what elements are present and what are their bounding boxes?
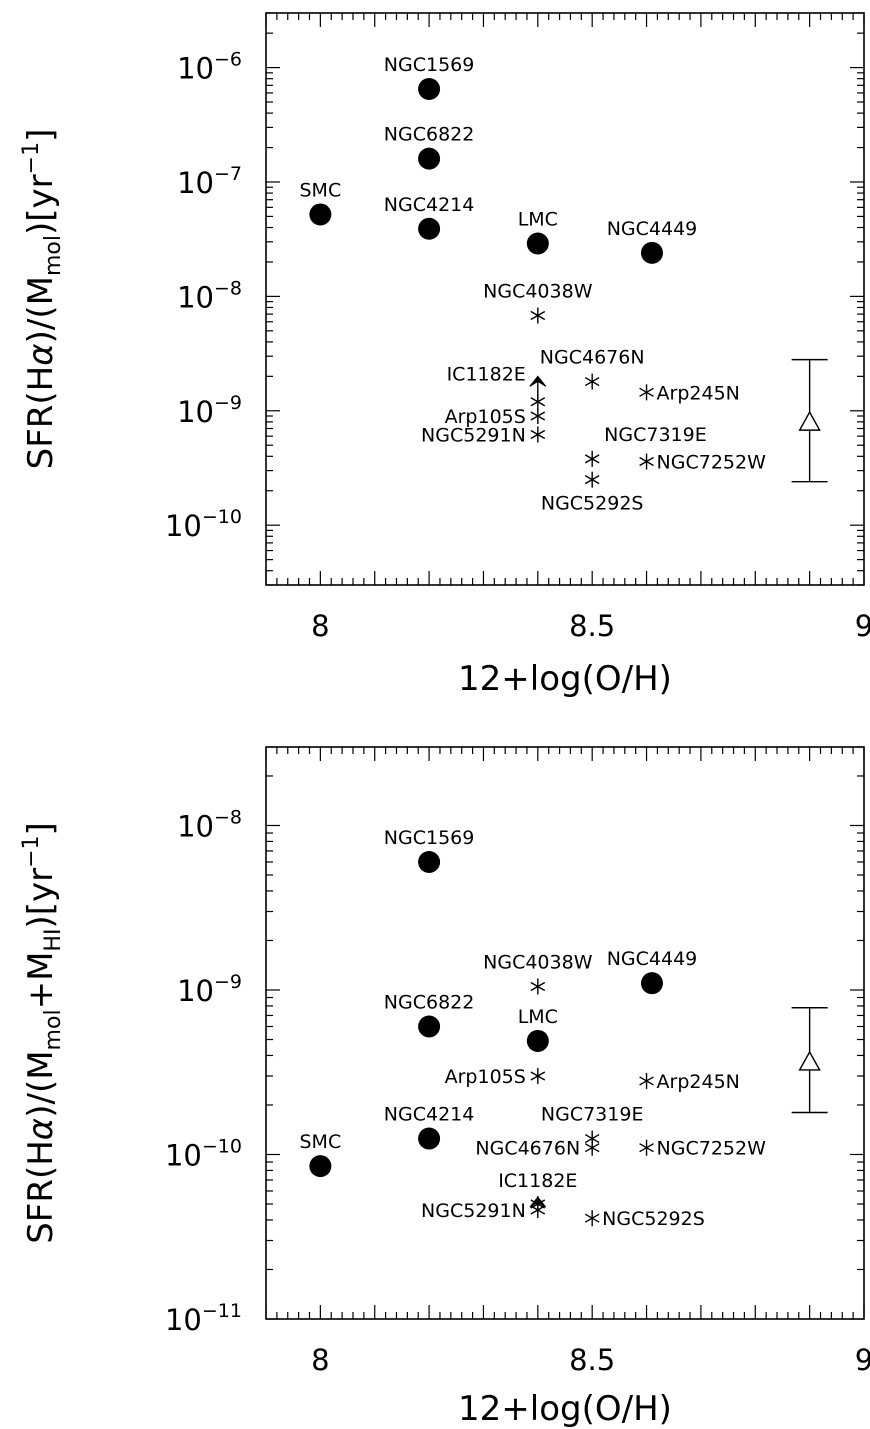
y-tick-label: 10−9 <box>177 392 242 429</box>
y-tick-label: 10−6 <box>177 49 242 86</box>
triangle-marker <box>798 410 821 431</box>
asterisk-marker-arp105s <box>530 408 546 425</box>
x-tick-label: 8 <box>311 1343 329 1377</box>
point-label-ngc5292s: NGC5292S <box>602 1208 705 1230</box>
y-axis-label: SFR(Hα)/(Mmol)[yr−1] <box>19 129 66 470</box>
point-label-ngc6822: NGC6822 <box>384 124 475 146</box>
x-tick-label: 9 <box>855 609 870 643</box>
y-tick-label: 10−9 <box>177 971 242 1008</box>
point-label-ngc5291n: NGC5291N <box>421 425 526 447</box>
point-label-ic1182e: IC1182E <box>447 363 526 385</box>
y-tick-label: 10−8 <box>177 806 242 843</box>
point-label-lmc: LMC <box>518 208 558 230</box>
point-label-ngc4038w: NGC4038W <box>483 281 593 303</box>
circle-marker-lmc <box>526 232 549 255</box>
asterisk-marker-ngc4038w <box>530 307 546 324</box>
asterisk-marker-arp105s <box>530 1068 546 1085</box>
point-label-ngc5291n: NGC5291N <box>421 1200 526 1222</box>
point-label-ic1182e: IC1182E <box>498 1170 577 1192</box>
asterisk-marker-arp245n <box>639 1072 654 1089</box>
asterisk-marker-ngc5292s <box>584 471 600 488</box>
x-axis-label: 12+log(O/H) <box>458 1389 672 1429</box>
triangle-marker <box>798 1050 821 1071</box>
point-label-arp245n: Arp245N <box>657 382 740 404</box>
asterisk-marker-ngc5291n <box>530 426 546 443</box>
x-tick-label: 9 <box>855 1343 870 1377</box>
circle-marker-smc <box>309 1155 332 1178</box>
circle-marker-ngc4449 <box>640 241 663 264</box>
circle-marker-ngc1569 <box>418 850 441 873</box>
plot-frame <box>265 746 865 1320</box>
x-tick-label: 8.5 <box>569 609 615 643</box>
circle-marker-ngc4214 <box>418 217 441 240</box>
circle-marker-ngc4449 <box>640 972 663 995</box>
point-label-ngc6822: NGC6822 <box>384 991 475 1013</box>
point-label-ngc4676n: NGC4676N <box>475 1138 580 1160</box>
point-label-ngc4214: NGC4214 <box>384 194 475 216</box>
arrow-head-ic1182e <box>529 375 547 387</box>
asterisk-marker-ngc7252w <box>639 1139 654 1156</box>
point-label-ngc7319e: NGC7319E <box>604 424 707 446</box>
asterisk-marker-ngc4676n <box>584 1139 600 1156</box>
y-tick-label: 10−8 <box>177 277 242 314</box>
y-tick-label: 10−10 <box>165 1135 242 1172</box>
x-tick-label: 8.5 <box>569 1343 615 1377</box>
x-axis-label: 12+log(O/H) <box>458 659 672 699</box>
circle-marker-lmc <box>526 1029 549 1052</box>
point-label-lmc: LMC <box>518 1006 558 1028</box>
circle-marker-ngc1569 <box>418 77 441 100</box>
y-tick-label: 10−10 <box>165 506 242 543</box>
point-label-arp105s: Arp105S <box>445 406 526 428</box>
point-label-ngc7252w: NGC7252W <box>657 452 767 474</box>
asterisk-marker-ngc7252w <box>639 453 654 470</box>
point-label-ngc7252w: NGC7252W <box>657 1138 767 1160</box>
point-label-ngc4449: NGC4449 <box>607 218 698 240</box>
point-label-ngc1569: NGC1569 <box>384 54 475 76</box>
y-tick-label: 10−11 <box>165 1300 242 1337</box>
circle-marker-ngc6822 <box>418 147 441 170</box>
plot-frame <box>265 12 865 586</box>
point-label-ngc4449: NGC4449 <box>607 948 698 970</box>
asterisk-marker-ngc7319e <box>584 450 600 467</box>
x-tick-label: 8 <box>311 609 329 643</box>
y-axis-label: SFR(Hα)/(Mmol+MHI)[yr−1] <box>19 822 66 1244</box>
arrow-head-ic1182e <box>529 1196 547 1208</box>
circle-marker-ngc4214 <box>418 1127 441 1150</box>
asterisk-marker-arp245n <box>639 384 654 401</box>
asterisk-marker-ngc5291n <box>530 1201 546 1218</box>
point-label-smc: SMC <box>299 1131 341 1153</box>
asterisk-marker-ngc4038w <box>530 978 546 995</box>
y-tick-label: 10−7 <box>177 163 242 200</box>
point-label-arp105s: Arp105S <box>445 1066 526 1088</box>
asterisk-marker-ngc4676n <box>584 373 600 390</box>
point-label-ngc7319e: NGC7319E <box>541 1104 644 1126</box>
asterisk-marker-ngc5292s <box>584 1210 600 1227</box>
point-label-ngc4676n: NGC4676N <box>540 347 645 369</box>
point-label-smc: SMC <box>299 179 341 201</box>
point-label-arp245n: Arp245N <box>657 1071 740 1093</box>
chart-panel-bottom: 8 8.5 9 10−8 10−9 10−10 10−11 12+log(O/H) SFR(Hα… <box>19 746 870 1429</box>
circle-marker-ngc6822 <box>418 1015 441 1038</box>
circle-marker-smc <box>309 203 332 226</box>
chart-panel-top: 8 8.5 9 10−6 10−7 10−8 10−9 10−10 12+log(O/H) SFR… <box>19 12 870 699</box>
point-label-ngc4214: NGC4214 <box>384 1104 475 1126</box>
point-label-ngc4038w: NGC4038W <box>483 952 593 974</box>
point-label-ngc1569: NGC1569 <box>384 827 475 849</box>
point-label-ngc5292s: NGC5292S <box>541 493 644 515</box>
